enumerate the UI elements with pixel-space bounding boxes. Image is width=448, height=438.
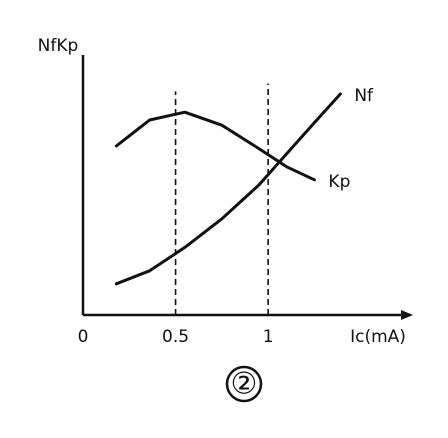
y-axis-label: NfKp (38, 36, 79, 56)
x-tick-label: 0.5 (162, 327, 189, 347)
series-label: Nf (354, 86, 374, 106)
annotation: ② (231, 367, 258, 402)
x-tick-label: 0 (78, 327, 89, 347)
series-label: Kp (328, 172, 350, 192)
x-tick-label: 1 (263, 327, 274, 347)
series-line (114, 110, 316, 182)
x-axis-arrow (401, 310, 413, 320)
x-axis-label: Ic(mA) (350, 327, 406, 347)
series-line (114, 92, 342, 286)
annotation-circle (225, 365, 263, 403)
